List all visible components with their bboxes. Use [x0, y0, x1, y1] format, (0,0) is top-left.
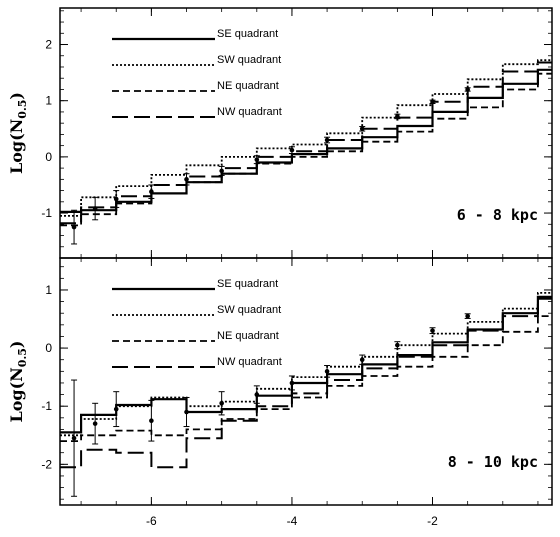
bottom-range-label: 8 - 10 kpc — [448, 453, 538, 471]
bottom-xtick-label: -2 — [427, 514, 438, 528]
top-range-label: 6 - 8 kpc — [457, 206, 538, 224]
top-ytick-label: 0 — [45, 150, 52, 164]
top-series-nw-quadrant — [60, 61, 552, 225]
top-data-point — [184, 177, 189, 182]
top-data-point — [289, 147, 295, 153]
bottom-data-point — [71, 435, 77, 441]
top-legend-label: NE quadrant — [217, 80, 279, 92]
bottom-ytick-label: 0 — [45, 341, 52, 355]
bottom-data-point — [113, 406, 119, 412]
top-legend-label: SW quadrant — [217, 54, 281, 66]
bottom-data-point — [184, 409, 189, 415]
bottom-legend-label: SE quadrant — [217, 278, 278, 290]
bottom-data-point — [92, 421, 98, 426]
top-legend-label: NW quadrant — [217, 106, 282, 118]
top-data-point — [395, 114, 400, 119]
bottom-data-point — [254, 392, 260, 397]
top-ytick-label: 1 — [45, 94, 52, 108]
bottom-xtick-label: -4 — [287, 514, 298, 528]
bottom-series-ne-quadrant — [60, 315, 552, 442]
bottom-frame — [59, 257, 553, 506]
bottom-ytick-label: -1 — [41, 399, 52, 413]
bottom-data-point — [359, 357, 365, 363]
bottom-data-point — [465, 313, 470, 319]
bottom-ytick-label: -2 — [41, 457, 52, 471]
bottom-legend-label: NW quadrant — [217, 356, 282, 368]
top-data-point — [113, 196, 119, 202]
top-data-point — [219, 168, 224, 174]
bottom-ytick-label: 1 — [45, 283, 52, 297]
top-data-point — [92, 206, 98, 211]
bottom-legend-label: SW quadrant — [217, 304, 281, 316]
top-ylabel: Log(N0.5) — [7, 92, 29, 174]
bottom-legend-label: NE quadrant — [217, 330, 279, 342]
bottom-ylabel: Log(N0.5) — [7, 340, 29, 422]
top-data-point — [430, 99, 435, 105]
top-series-se-quadrant — [60, 68, 552, 213]
bottom-data-point — [324, 369, 330, 374]
bottom-data-point — [219, 400, 224, 406]
bottom-xtick-label: -6 — [146, 514, 157, 528]
bottom-series-nw-quadrant — [60, 297, 552, 469]
bottom-data-point — [289, 380, 295, 386]
bottom-series-sw-quadrant — [60, 292, 552, 437]
top-data-point — [359, 126, 365, 132]
top-data-point — [149, 189, 154, 195]
top-legend-label: SE quadrant — [217, 28, 278, 40]
top-ytick-label: -1 — [41, 206, 52, 220]
bottom-data-point — [430, 328, 435, 333]
top-panel: -1 0 1 2 SE quadrant SW quadrant NE quadrant NW… — [7, 7, 553, 259]
bottom-data-point — [149, 418, 154, 424]
top-series-ne-quadrant — [60, 72, 552, 227]
bottom-data-point — [395, 342, 400, 348]
top-data-point — [71, 224, 77, 230]
bottom-series-se-quadrant — [60, 295, 552, 434]
top-ytick-label: 2 — [45, 38, 52, 52]
top-series-sw-quadrant — [60, 59, 552, 217]
bottom-panel: -2 -1 0 1 -6 -4 -2 SE quadrant SW quadrant NE qua… — [7, 257, 553, 528]
top-data-point — [465, 87, 470, 92]
top-data-point — [254, 157, 260, 162]
top-data-point — [324, 137, 330, 143]
